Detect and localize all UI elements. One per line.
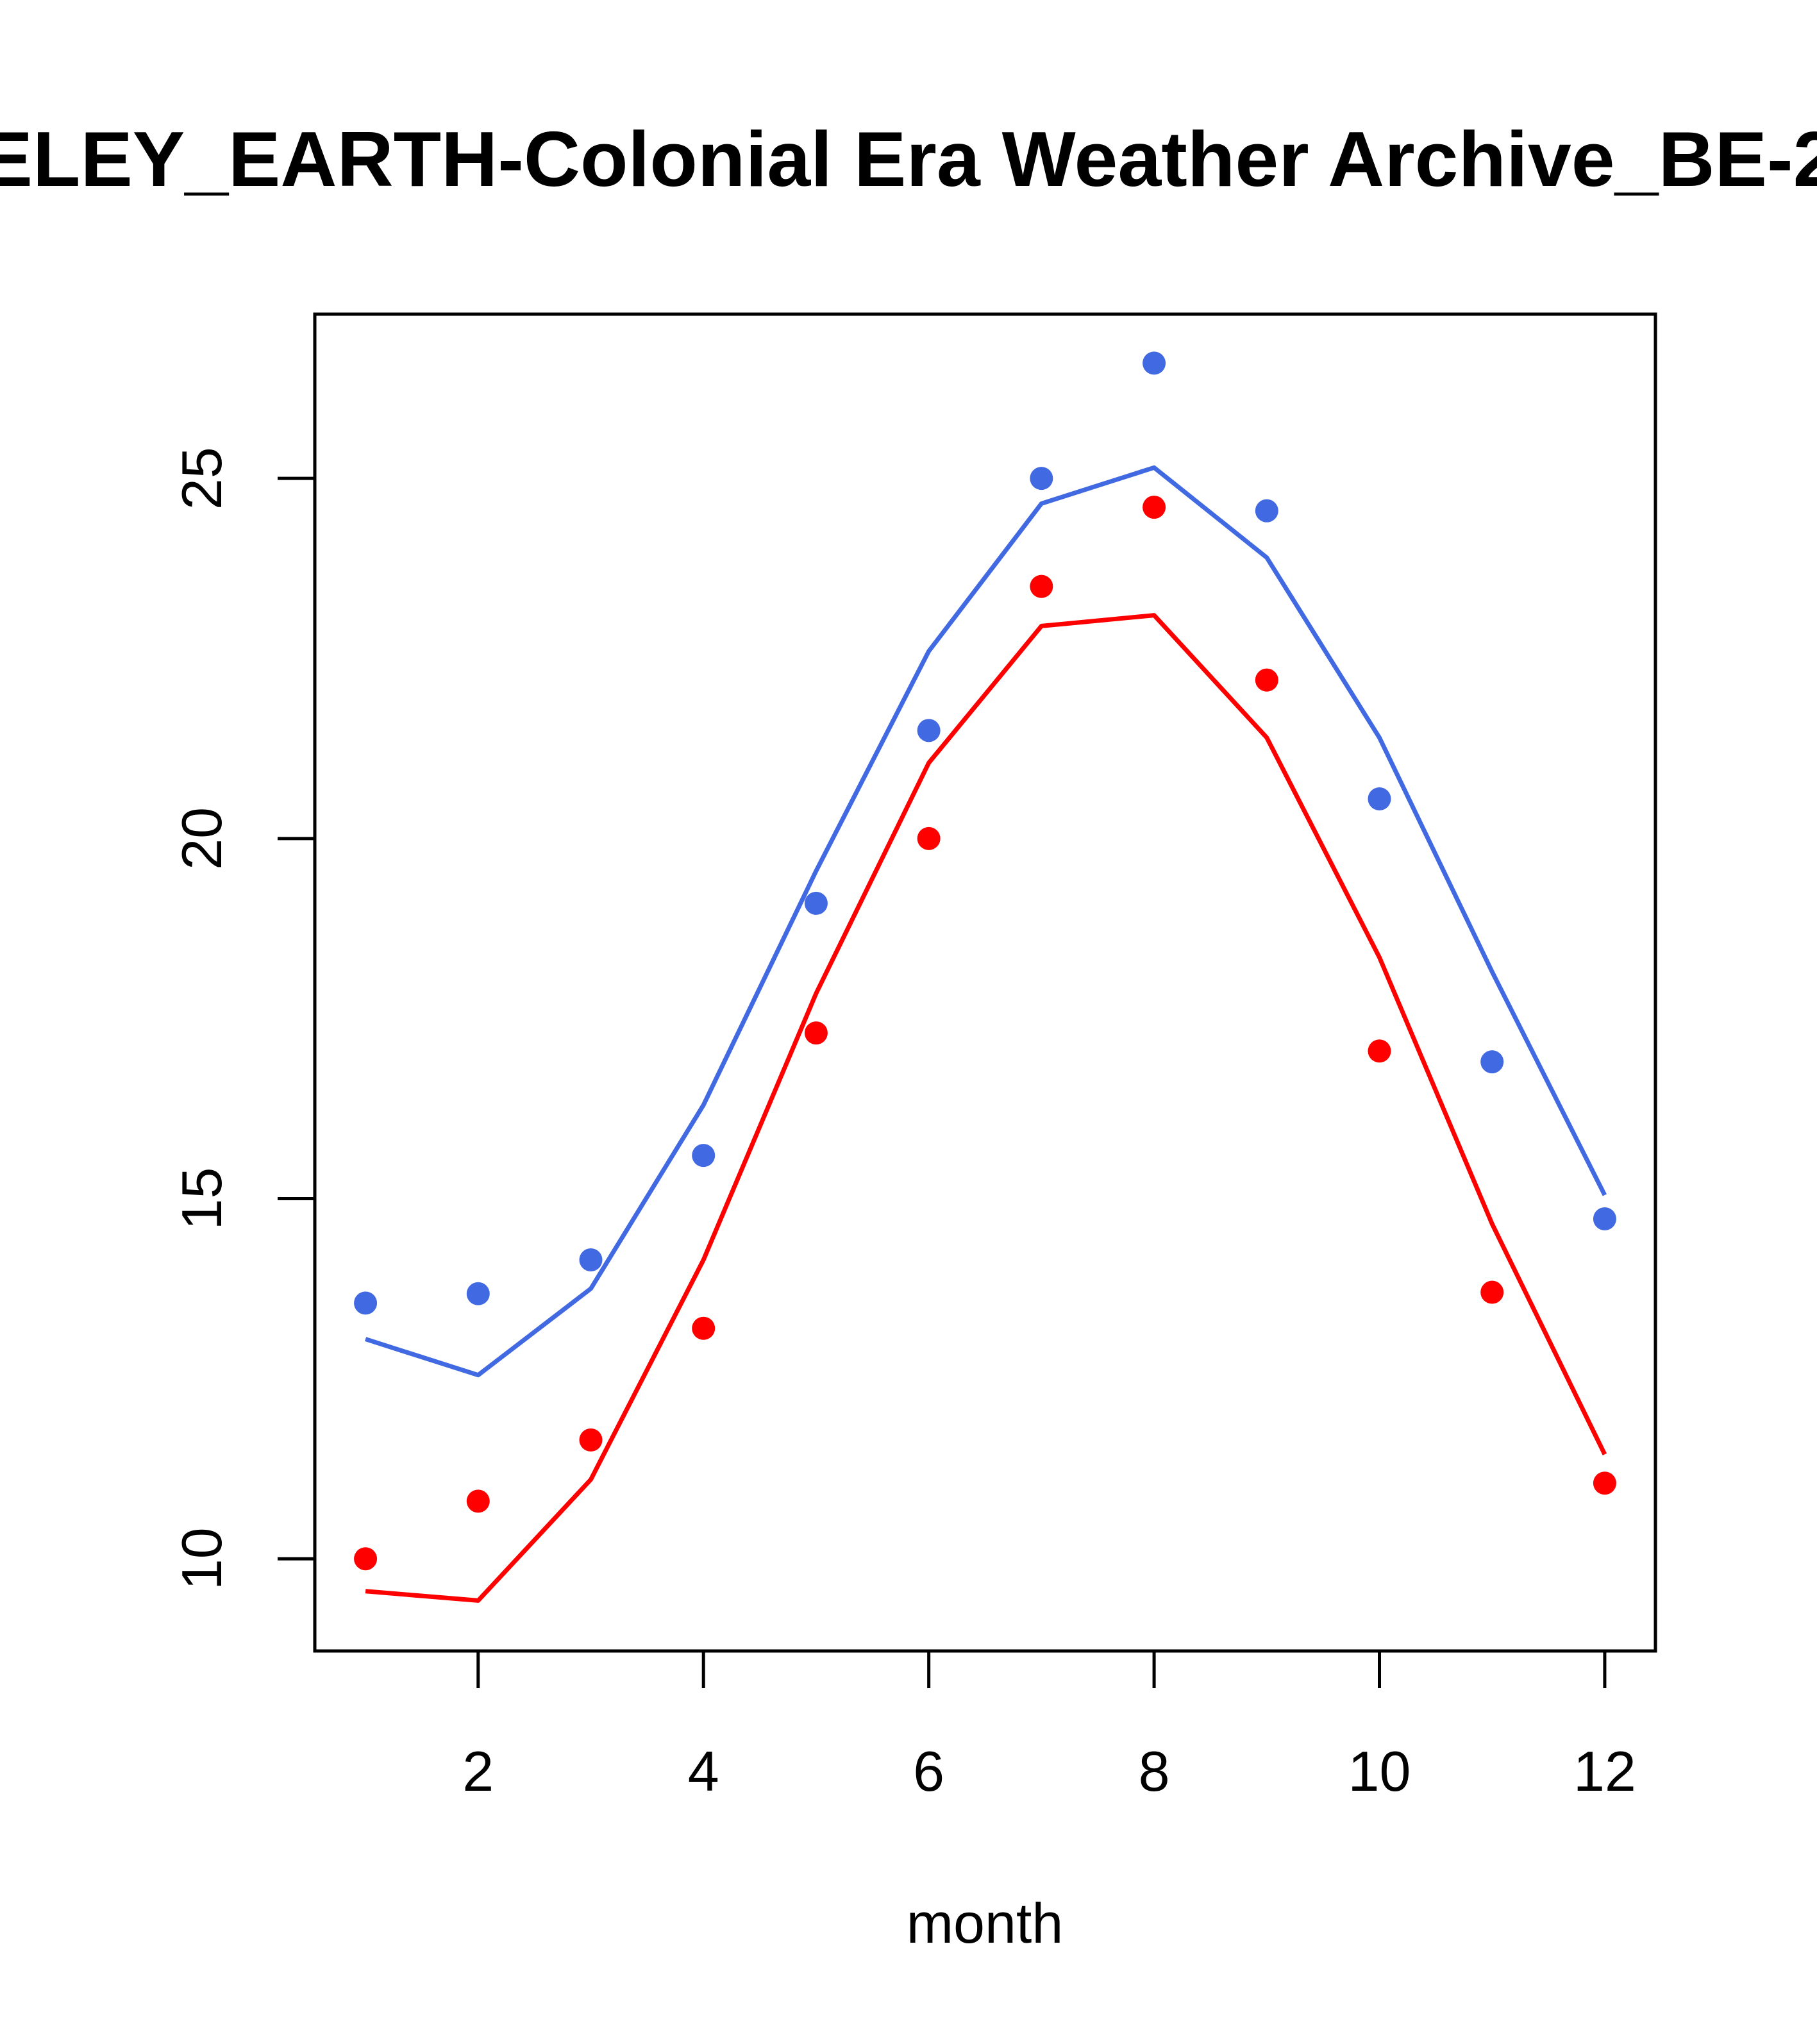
series-1-point bbox=[1480, 1050, 1504, 1074]
series-1-line bbox=[365, 465, 1607, 1378]
x-tick-label: 2 bbox=[462, 1739, 494, 1803]
series-2-point bbox=[1255, 668, 1278, 692]
x-tick-label: 12 bbox=[1573, 1739, 1636, 1803]
series-1-point bbox=[354, 1291, 378, 1315]
series-1-point bbox=[1255, 499, 1278, 523]
x-tick-label: 6 bbox=[913, 1739, 944, 1803]
plot-frame bbox=[313, 312, 1657, 1653]
series-2-point bbox=[354, 1547, 378, 1571]
series-2-point bbox=[917, 826, 941, 850]
series-1-point bbox=[579, 1248, 603, 1272]
series-2-point bbox=[466, 1489, 490, 1513]
y-tick-label: 25 bbox=[170, 447, 233, 510]
series-1-point bbox=[692, 1144, 716, 1168]
y-tick-label: 10 bbox=[170, 1527, 233, 1590]
series-1-point bbox=[917, 719, 941, 742]
series-2 bbox=[354, 496, 1616, 1603]
series-2-point bbox=[579, 1428, 603, 1452]
x-axis-label: month bbox=[907, 1891, 1064, 1955]
series-2-point bbox=[1593, 1471, 1616, 1495]
series-1-point bbox=[1030, 467, 1053, 490]
series-layer bbox=[354, 351, 1616, 1603]
series-2-line bbox=[365, 613, 1607, 1603]
chart-title: ELEY_EARTH-Colonial Era Weather Archive_… bbox=[0, 115, 1817, 203]
series-2-point bbox=[1480, 1280, 1504, 1304]
x-tick-label: 8 bbox=[1139, 1739, 1170, 1803]
series-2-point bbox=[1368, 1039, 1391, 1063]
series-1-point bbox=[1143, 351, 1166, 375]
x-tick-label: 4 bbox=[688, 1739, 719, 1803]
series-2-point bbox=[692, 1316, 716, 1340]
series-1 bbox=[354, 351, 1616, 1378]
series-2-point bbox=[804, 1021, 828, 1045]
series-2-point bbox=[1030, 574, 1053, 598]
x-axis: 2 4 6 8 10 12 bbox=[462, 1651, 1636, 1803]
series-1-point bbox=[804, 891, 828, 915]
y-axis: 10 15 20 25 bbox=[170, 447, 315, 1590]
series-1-point bbox=[466, 1282, 490, 1305]
series-2-point bbox=[1143, 496, 1166, 519]
series-1-point bbox=[1368, 787, 1391, 811]
y-tick-label: 15 bbox=[170, 1168, 233, 1230]
series-1-point bbox=[1593, 1207, 1616, 1230]
y-tick-label: 20 bbox=[170, 807, 233, 870]
x-tick-label: 10 bbox=[1348, 1739, 1411, 1803]
